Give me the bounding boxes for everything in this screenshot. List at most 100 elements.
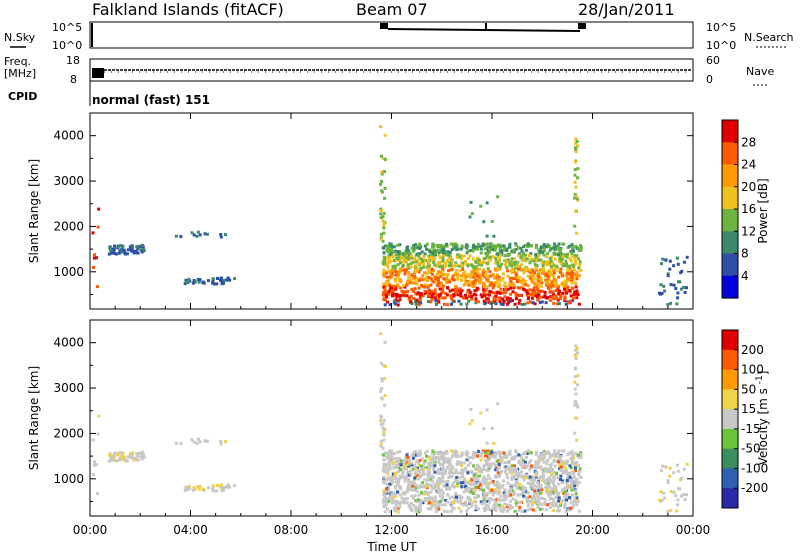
scatter-cell — [413, 287, 417, 291]
scatter-cell — [454, 261, 458, 265]
scatter-cell — [668, 259, 672, 263]
scatter-cell — [396, 483, 400, 486]
power-ytick-label: 2000 — [53, 219, 84, 233]
scatter-cell — [573, 168, 577, 172]
scatter-cell — [198, 440, 202, 444]
scatter-cell — [483, 500, 487, 504]
scatter-cell — [448, 289, 452, 293]
scatter-cell — [664, 465, 668, 469]
scatter-cell — [569, 294, 573, 298]
scatter-cell — [524, 283, 528, 287]
scatter-cell — [433, 263, 437, 267]
scatter-cell — [136, 251, 140, 255]
scatter-cell — [409, 501, 413, 505]
scatter-cell — [120, 457, 124, 461]
scatter-cell — [520, 461, 524, 465]
scatter-cell — [479, 247, 483, 251]
scatter-cell — [227, 278, 231, 282]
scatter-cell — [459, 501, 463, 505]
scatter-cell — [509, 491, 513, 495]
scatter-cell — [195, 234, 199, 238]
scatter-cell — [484, 270, 488, 274]
scatter-cell — [383, 464, 387, 468]
scatter-cell — [504, 260, 508, 264]
scatter-cell — [570, 450, 574, 454]
scatter-cell — [561, 481, 565, 485]
scatter-cell — [387, 255, 391, 259]
scatter-cell — [419, 464, 423, 468]
scatter-cell — [497, 275, 501, 279]
scatter-cell — [522, 478, 526, 482]
scatter-cell — [197, 277, 201, 281]
scatter-cell — [511, 269, 515, 273]
scatter-cell — [394, 292, 398, 296]
scatter-cell — [226, 276, 230, 280]
scatter-cell — [479, 293, 483, 297]
scatter-cell — [487, 257, 491, 261]
scatter-cell — [382, 364, 386, 368]
scatter-cell — [557, 509, 561, 513]
scatter-cell — [499, 494, 503, 498]
scatter-cell — [451, 300, 455, 304]
scatter-cell — [540, 260, 544, 264]
power-colorbar-tick: 4 — [741, 269, 749, 283]
scatter-cell — [449, 468, 452, 472]
scatter-cell — [389, 460, 393, 464]
scatter-cell — [417, 468, 421, 472]
scatter-cell — [542, 456, 546, 460]
scatter-cell — [141, 452, 145, 456]
scatter-cell — [488, 454, 492, 458]
scatter-cell — [537, 275, 541, 279]
scatter-cell — [447, 471, 451, 475]
scatter-cell — [552, 269, 556, 273]
scatter-cell — [445, 244, 449, 248]
scatter-cell — [398, 474, 402, 478]
scatter-cell — [485, 201, 489, 205]
scatter-cell — [425, 275, 429, 279]
scatter-cell — [381, 293, 385, 297]
nsky-label: N.Sky — [4, 31, 36, 44]
scatter-cell — [524, 289, 528, 293]
scatter-cell — [679, 494, 683, 498]
scatter-cell — [485, 278, 489, 282]
scatter-cell — [424, 451, 427, 455]
scatter-cell — [443, 509, 446, 513]
scatter-cell — [418, 252, 422, 256]
scatter-cell — [465, 453, 469, 457]
scatter-cell — [379, 416, 383, 419]
scatter-cell — [484, 247, 487, 251]
scatter-cell — [575, 277, 579, 281]
scatter-cell — [450, 455, 454, 458]
scatter-cell — [505, 456, 509, 459]
scatter-cell — [544, 301, 548, 305]
scatter-cell — [428, 457, 432, 461]
scatter-cell — [188, 486, 192, 490]
scatter-cell — [473, 488, 477, 492]
scatter-cell — [570, 286, 574, 290]
scatter-cell — [455, 479, 459, 483]
scatter-cell — [496, 244, 499, 248]
scatter-cell — [437, 269, 441, 273]
scatter-cell — [464, 281, 468, 285]
scatter-cell — [541, 289, 545, 293]
scatter-cell — [429, 484, 433, 488]
scatter-cell — [528, 261, 532, 265]
scatter-cell — [475, 495, 479, 499]
scatter-cell — [92, 256, 96, 260]
scatter-cell — [543, 497, 547, 501]
scatter-cell — [503, 281, 507, 285]
scatter-cell — [478, 451, 482, 455]
scatter-cell — [490, 462, 494, 466]
scatter-cell — [500, 251, 504, 255]
scatter-cell — [498, 247, 502, 251]
scatter-cell — [445, 242, 448, 246]
scatter-cell — [411, 281, 415, 285]
scatter-cell — [517, 246, 521, 250]
scatter-cell — [529, 244, 533, 248]
scatter-cell — [538, 300, 542, 304]
scatter-cell — [552, 274, 556, 278]
scatter-cell — [530, 274, 534, 278]
scatter-cell — [418, 449, 422, 453]
scatter-cell — [493, 276, 497, 280]
beam-title: Beam 07 — [356, 0, 428, 19]
